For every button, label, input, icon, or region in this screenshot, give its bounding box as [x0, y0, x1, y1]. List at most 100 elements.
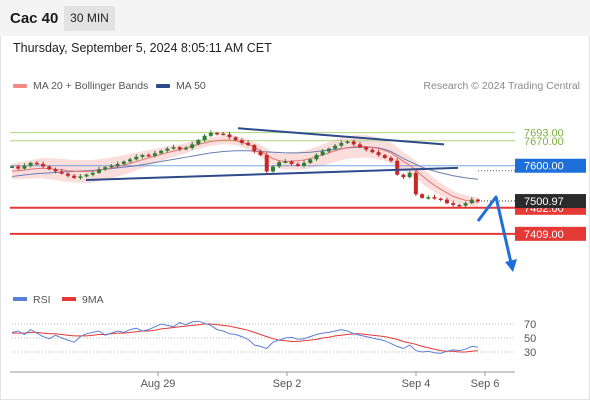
upper-trendline	[237, 127, 445, 146]
level-label-1: 7670.00	[524, 136, 564, 148]
candle-body	[395, 160, 400, 175]
candle-body	[128, 159, 133, 162]
candle-body	[345, 141, 350, 143]
candle-body	[152, 153, 157, 156]
candle-body	[463, 203, 468, 206]
rsi-ma-legend-swatch	[62, 297, 76, 301]
rsi-legend-swatch	[13, 297, 27, 301]
candle-body	[22, 165, 27, 169]
candle-body	[134, 156, 139, 160]
candle-body	[357, 144, 362, 148]
candle-body	[146, 155, 151, 157]
candle-body	[382, 155, 387, 158]
candle-body	[103, 167, 108, 170]
timestamp: Thursday, September 5, 2024 8:05:11 AM C…	[13, 41, 272, 55]
x-tick-label-0: Aug 29	[141, 378, 176, 390]
candle-body	[165, 148, 170, 151]
candle-body	[258, 151, 263, 156]
candle-body	[457, 204, 462, 207]
candle-body	[308, 159, 313, 163]
candle-body	[183, 147, 188, 150]
ma20-line	[11, 139, 479, 203]
candle-body	[277, 162, 282, 167]
x-tick-label-1: Sep 2	[273, 378, 302, 390]
candle-body	[270, 166, 275, 172]
rsi-tick-1: 50	[524, 333, 536, 345]
candle-body	[78, 176, 83, 178]
last-price-label: 7500.97	[524, 196, 564, 208]
level-label-4: 7409.00	[524, 229, 564, 241]
candle-body	[115, 163, 120, 166]
candle-body	[283, 161, 288, 163]
candle-body	[190, 144, 195, 148]
candle-body	[10, 166, 14, 168]
candle-body	[159, 150, 164, 154]
candle-body	[351, 141, 356, 145]
candle-body	[370, 149, 375, 153]
candle-body	[295, 163, 300, 166]
candle-body	[121, 161, 126, 164]
candle-body	[233, 137, 238, 141]
candle-body	[109, 165, 114, 168]
candle-body	[59, 171, 64, 174]
candle-body	[41, 163, 46, 167]
ma50-line	[11, 146, 479, 180]
candle-body	[53, 169, 58, 172]
candle-body	[215, 132, 220, 135]
lower-trendline	[85, 166, 459, 181]
rsi-legend-label: RSI	[33, 294, 51, 306]
candle-body	[339, 142, 344, 146]
candle-body	[302, 162, 307, 166]
candle-body	[401, 174, 406, 178]
candle-body	[451, 203, 456, 205]
candle-body	[72, 175, 77, 178]
candle-body	[376, 152, 381, 156]
candle-body	[171, 147, 176, 149]
candle-body	[140, 155, 145, 157]
candle-body	[252, 145, 257, 152]
candle-body	[407, 172, 412, 178]
legend-swatch-ma20	[13, 84, 27, 89]
candle-body	[413, 172, 418, 195]
x-tick-label-3: Sep 6	[471, 378, 500, 390]
forecast-arrowhead	[505, 259, 517, 272]
x-tick-label-2: Sep 4	[402, 378, 431, 390]
candle-body	[221, 133, 226, 136]
legend-label-ma20: MA 20 + Bollinger Bands	[33, 80, 149, 92]
candle-body	[469, 199, 474, 204]
rsi-ma-line	[12, 323, 479, 353]
level-label-0: 7693.00	[524, 128, 564, 140]
legend-item-ma20: MA 20 + Bollinger Bands	[13, 80, 148, 92]
legend-swatch-ma50	[156, 84, 170, 89]
candle-body	[34, 162, 39, 165]
candle-body	[65, 173, 70, 176]
candle-body	[314, 155, 319, 160]
level-tag-2	[515, 158, 586, 173]
candle-body	[289, 161, 294, 164]
level-label-2: 7600.00	[524, 161, 564, 173]
credit-text: Research © 2024 Trading Central	[423, 80, 580, 92]
candle-body	[420, 194, 425, 198]
candle-body	[84, 174, 89, 177]
candle-body	[364, 147, 369, 150]
candle-body	[333, 145, 338, 149]
candle-body	[444, 199, 449, 204]
candle-body	[426, 197, 431, 199]
rsi-tick-2: 30	[524, 347, 536, 359]
candle-body	[90, 172, 95, 175]
candle-body	[476, 199, 480, 202]
candle-body	[47, 166, 52, 170]
candle-body	[246, 142, 251, 146]
candle-body	[432, 197, 437, 199]
rsi-line	[11, 320, 479, 354]
candle-body	[196, 140, 201, 145]
candle-body	[227, 134, 232, 138]
candle-body	[438, 198, 443, 201]
bollinger-band	[12, 135, 478, 207]
candle-body	[208, 132, 213, 136]
candle-body	[239, 140, 244, 143]
candle-body	[326, 148, 331, 152]
timeframe-badge[interactable]: 30 MIN	[64, 6, 115, 31]
rsi-tick-0: 70	[524, 319, 536, 331]
candle-body	[264, 155, 269, 172]
